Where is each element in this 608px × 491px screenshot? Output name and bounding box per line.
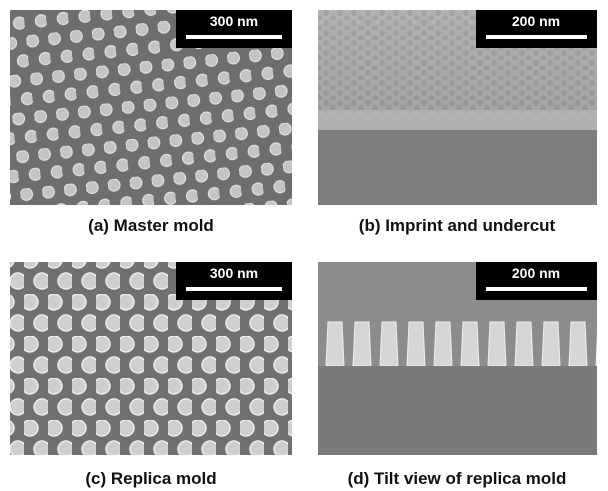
page: html, body { margin: 0; padding: 0; back… <box>0 0 608 491</box>
scale-bar-label: 300 nm <box>210 13 258 29</box>
figure: 300 nm (a) Master mold 200 nm (b) Imprin… <box>0 0 608 491</box>
caption: (d) Tilt view of replica mold <box>348 469 567 488</box>
scale-bar-label: 300 nm <box>210 265 258 281</box>
undercut-band <box>318 110 597 132</box>
caption: (c) Replica mold <box>85 469 216 488</box>
body: {"panels": [ {"scale_bar": "300 nm", "ca… <box>0 0 608 491</box>
caption: (a) Master mold <box>88 216 214 235</box>
caption: (b) Imprint and undercut <box>359 216 556 235</box>
substrate <box>318 366 597 455</box>
scale-bar-label: 200 nm <box>512 265 560 281</box>
substrate <box>318 130 597 205</box>
scale-bar-label: 200 nm <box>512 13 560 29</box>
